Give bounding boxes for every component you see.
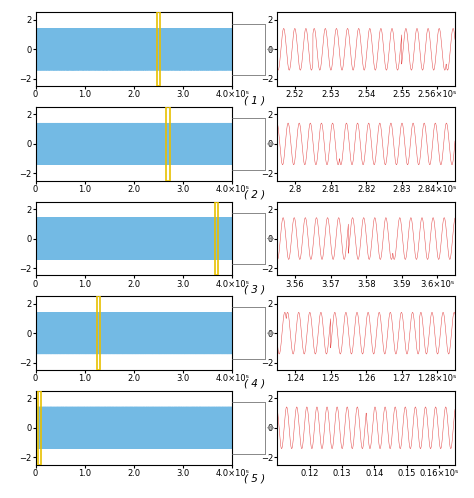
Bar bbox=[215, 202, 219, 275]
Bar bbox=[156, 12, 161, 86]
Text: ( 2 ): ( 2 ) bbox=[244, 190, 265, 200]
Bar bbox=[97, 296, 100, 370]
Text: ( 5 ): ( 5 ) bbox=[244, 474, 265, 484]
Bar bbox=[37, 391, 41, 465]
Bar bbox=[166, 107, 170, 181]
Text: ( 1 ): ( 1 ) bbox=[244, 95, 265, 105]
Text: ( 3 ): ( 3 ) bbox=[244, 284, 265, 294]
Text: ( 4 ): ( 4 ) bbox=[244, 379, 265, 389]
